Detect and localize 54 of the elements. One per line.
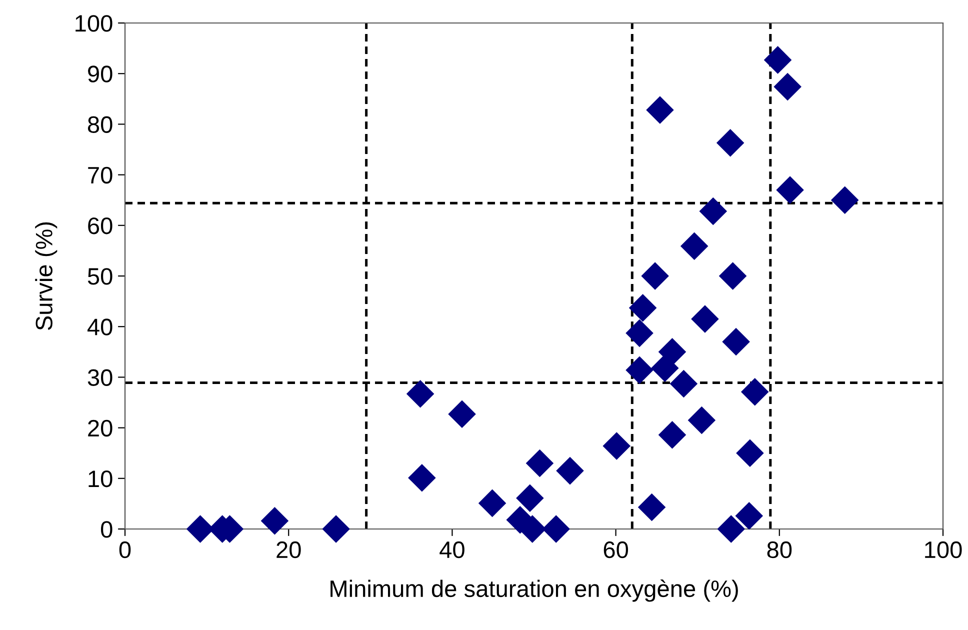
point <box>260 507 289 535</box>
point <box>699 197 728 226</box>
x-tick-label: 40 <box>440 541 464 558</box>
y-tick-label: 90 <box>88 66 112 82</box>
point <box>516 484 544 512</box>
point <box>740 378 769 406</box>
x-tick-label: 20 <box>276 541 301 558</box>
y-tick-label: 0 <box>100 521 112 538</box>
y-tick-label: 10 <box>88 470 112 488</box>
y-tick-label: 50 <box>88 268 112 285</box>
point <box>691 305 719 333</box>
y-tick-label: 80 <box>88 116 112 133</box>
point <box>406 380 434 408</box>
point <box>722 328 750 356</box>
y-tick-label: 70 <box>88 166 112 184</box>
point <box>688 406 716 434</box>
point <box>670 370 698 398</box>
point <box>716 129 744 157</box>
point <box>680 232 708 260</box>
point <box>717 515 746 543</box>
y-tick-label: 60 <box>88 217 112 234</box>
x-tick-label: 60 <box>604 541 628 558</box>
point <box>774 72 802 101</box>
y-axis-title: Survie (%) <box>35 222 58 330</box>
point <box>542 515 570 543</box>
point <box>776 176 804 204</box>
x-tick-label: 100 <box>925 541 962 558</box>
y-tick-label: 40 <box>87 318 112 336</box>
point <box>526 449 554 478</box>
point <box>638 493 666 522</box>
point <box>641 262 669 290</box>
point <box>764 46 792 74</box>
point <box>646 96 674 124</box>
y-tick-label: 100 <box>76 15 112 32</box>
point <box>408 464 436 492</box>
x-tick-label: 80 <box>767 541 792 558</box>
point <box>658 338 686 366</box>
point <box>322 515 350 543</box>
y-tick-label: 30 <box>88 369 112 386</box>
point <box>448 400 476 428</box>
point <box>626 356 654 384</box>
y-tick-label: 20 <box>88 420 112 437</box>
point <box>556 456 584 485</box>
point <box>718 262 747 290</box>
x-tick-label: 0 <box>119 541 131 558</box>
point <box>626 319 654 348</box>
point <box>628 294 657 322</box>
point <box>830 186 859 214</box>
point <box>658 420 686 449</box>
point <box>478 489 506 518</box>
point <box>736 439 764 467</box>
x-axis-title: Minimum de saturation en oxygène (%) <box>330 579 738 602</box>
point <box>602 432 631 460</box>
point <box>735 502 764 530</box>
